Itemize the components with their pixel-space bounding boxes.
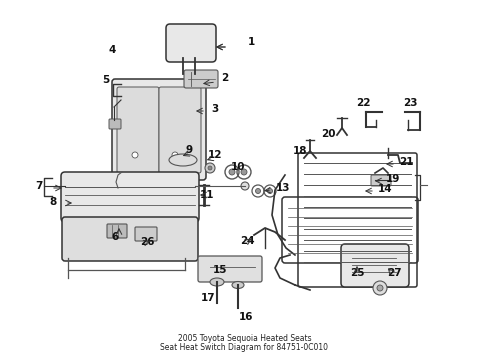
Text: 27: 27	[386, 268, 401, 278]
Circle shape	[172, 152, 178, 158]
Text: 15: 15	[213, 265, 227, 275]
Circle shape	[204, 163, 215, 173]
Ellipse shape	[209, 278, 224, 286]
FancyBboxPatch shape	[159, 87, 201, 173]
Circle shape	[267, 189, 272, 194]
Text: 14: 14	[377, 184, 392, 194]
FancyBboxPatch shape	[61, 172, 199, 222]
Text: 22: 22	[356, 98, 370, 108]
Text: 10: 10	[230, 162, 245, 172]
Ellipse shape	[169, 154, 197, 166]
Text: 4: 4	[108, 45, 116, 55]
Text: 24: 24	[240, 236, 254, 246]
Circle shape	[132, 152, 138, 158]
Circle shape	[376, 285, 382, 291]
Text: 21: 21	[398, 157, 413, 167]
Text: 9: 9	[185, 145, 193, 155]
FancyBboxPatch shape	[112, 79, 205, 180]
FancyBboxPatch shape	[135, 227, 157, 241]
Text: 1: 1	[247, 37, 255, 47]
FancyBboxPatch shape	[107, 224, 127, 238]
Circle shape	[207, 166, 212, 170]
Text: 8: 8	[50, 197, 57, 207]
FancyBboxPatch shape	[165, 24, 216, 62]
Text: 19: 19	[385, 174, 400, 184]
Text: 20: 20	[321, 129, 335, 139]
Ellipse shape	[231, 282, 244, 288]
Text: 16: 16	[239, 312, 253, 322]
FancyBboxPatch shape	[370, 175, 390, 186]
Text: 12: 12	[207, 150, 222, 160]
Text: 25: 25	[349, 268, 364, 278]
Text: 18: 18	[292, 146, 306, 156]
Text: 26: 26	[140, 237, 154, 247]
Text: 13: 13	[275, 183, 290, 193]
FancyBboxPatch shape	[62, 217, 198, 261]
Text: 2: 2	[221, 73, 228, 83]
Text: 11: 11	[200, 190, 214, 200]
Circle shape	[372, 281, 386, 295]
Text: 6: 6	[111, 232, 118, 242]
Circle shape	[228, 169, 235, 175]
Text: 3: 3	[210, 104, 218, 114]
FancyBboxPatch shape	[198, 256, 262, 282]
Text: 5: 5	[102, 75, 109, 85]
Circle shape	[241, 182, 248, 190]
Text: 7: 7	[36, 181, 43, 191]
FancyBboxPatch shape	[183, 70, 218, 88]
FancyBboxPatch shape	[109, 119, 121, 129]
FancyBboxPatch shape	[117, 87, 159, 173]
Text: 23: 23	[402, 98, 417, 108]
Text: 17: 17	[200, 293, 215, 303]
Text: Seat Heat Switch Diagram for 84751-0C010: Seat Heat Switch Diagram for 84751-0C010	[160, 343, 328, 352]
Text: 2005 Toyota Sequoia Heated Seats: 2005 Toyota Sequoia Heated Seats	[177, 334, 311, 343]
FancyBboxPatch shape	[340, 244, 408, 287]
Circle shape	[241, 169, 246, 175]
Circle shape	[255, 189, 260, 194]
